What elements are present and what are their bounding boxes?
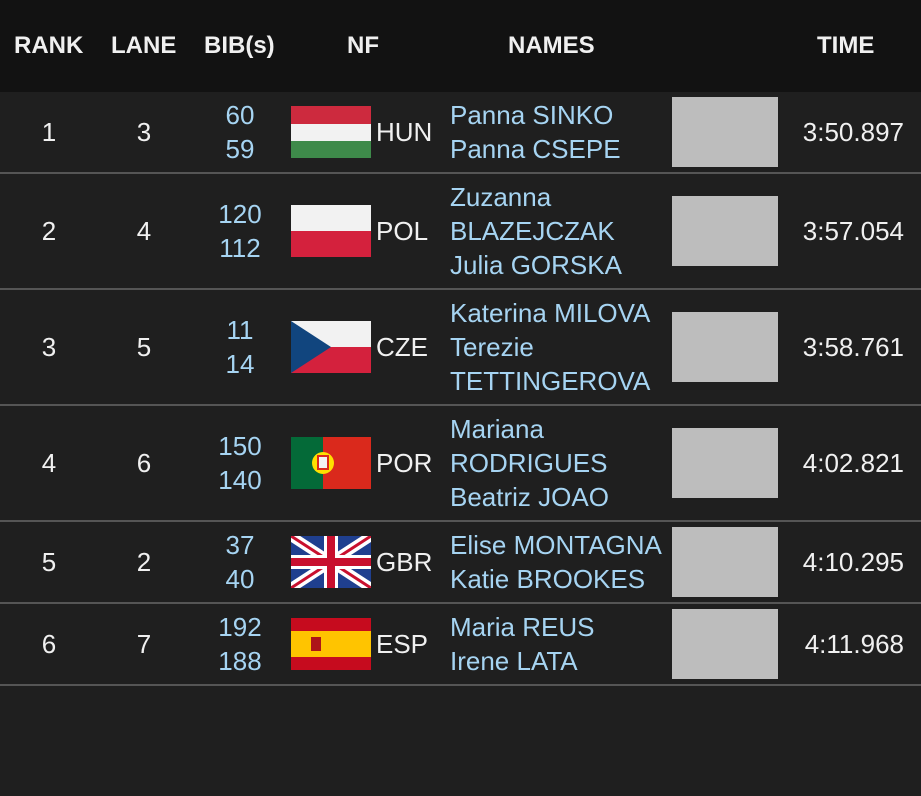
athlete-name: Irene LATA — [450, 646, 578, 676]
lane: 2 — [136, 546, 152, 577]
names: Katerina MILOVA Terezie TETTINGEROVA — [450, 296, 662, 398]
bib: 37 — [225, 530, 255, 560]
time: 4:11.968 — [804, 628, 904, 659]
nation: HUN — [376, 116, 433, 147]
time: 4:10.295 — [802, 546, 904, 577]
athlete-name: Beatriz JOAO — [450, 482, 609, 512]
photo-cell — [672, 522, 778, 602]
names: Mariana RODRIGUES Beatriz JOAO — [450, 412, 662, 514]
flag — [291, 618, 371, 670]
bib: 150 — [218, 431, 262, 461]
names: Maria REUS Irene LATA — [450, 610, 662, 678]
athlete-name: Panna SINKO — [450, 100, 614, 130]
rank: 5 — [41, 546, 57, 577]
flag-cell — [291, 522, 371, 602]
flag — [291, 321, 371, 373]
lane: 6 — [136, 447, 152, 478]
flag — [291, 437, 371, 489]
results-table: 1 3 60 59 HUN Panna SINKO Panna CSEPE 3:50.897 2… — [0, 92, 921, 686]
time: 3:50.897 — [802, 116, 904, 147]
bib: 11 — [226, 315, 254, 345]
photo-placeholder — [672, 196, 778, 266]
athlete-name: Terezie TETTINGEROVA — [450, 332, 651, 396]
rank: 1 — [41, 116, 57, 147]
flag-cell — [291, 290, 371, 404]
time: 3:58.761 — [802, 331, 904, 362]
athlete-name: Julia GORSKA — [450, 250, 622, 280]
bib: 59 — [225, 134, 255, 164]
rank: 2 — [41, 215, 57, 246]
photo-placeholder — [672, 97, 778, 167]
athlete-name: Katerina MILOVA — [450, 298, 651, 328]
athlete-name: Elise MONTAGNA — [450, 530, 662, 560]
rank: 3 — [41, 331, 57, 362]
bib: 140 — [218, 465, 262, 495]
photo-placeholder — [672, 312, 778, 382]
rank: 6 — [41, 628, 57, 659]
photo-placeholder — [672, 527, 778, 597]
photo-cell — [672, 604, 778, 684]
header-lane: LANE — [111, 32, 177, 59]
flag-cell — [291, 92, 371, 172]
result-row: 6 7 192 188 ESP Maria REUS Irene LATA 4:11.968 — [0, 604, 921, 686]
flag — [291, 536, 371, 588]
result-row: 5 2 37 40 GBR Elise MONTAGNA Katie BROOKES 4:10… — [0, 522, 921, 604]
result-row: 1 3 60 59 HUN Panna SINKO Panna CSEPE 3:50.897 — [0, 92, 921, 174]
lane: 4 — [136, 215, 152, 246]
header-row: RANK LANE BIB(s) NF NAMES TIME — [0, 0, 921, 92]
athlete-name: Zuzanna BLAZEJCZAK — [450, 182, 615, 246]
photo-cell — [672, 406, 778, 520]
flag — [291, 205, 371, 257]
photo-placeholder — [672, 609, 778, 679]
header-time: TIME — [817, 32, 875, 59]
photo-placeholder — [672, 428, 778, 498]
header-nf: NF — [347, 32, 379, 59]
lane: 3 — [136, 116, 152, 147]
lane: 5 — [136, 331, 152, 362]
bibs: 192 188 — [190, 604, 290, 684]
flag — [291, 106, 371, 158]
bib: 40 — [225, 564, 255, 594]
photo-cell — [672, 174, 778, 288]
bib: 188 — [218, 646, 262, 676]
bibs: 11 14 — [190, 290, 290, 404]
bibs: 150 140 — [190, 406, 290, 520]
nation: POL — [376, 215, 429, 246]
header-names: NAMES — [508, 32, 595, 59]
result-row: 2 4 120 112 POL Zuzanna BLAZEJCZAK Julia GORSK… — [0, 174, 921, 290]
result-row: 4 6 150 140 POR Mariana RODRIGUES Beatriz JOAO… — [0, 406, 921, 522]
bib: 60 — [225, 100, 255, 130]
bib: 112 — [219, 233, 261, 263]
flag-cell — [291, 604, 371, 684]
bib: 14 — [225, 349, 255, 379]
names: Elise MONTAGNA Katie BROOKES — [450, 528, 662, 596]
header-rank: RANK — [14, 32, 84, 59]
photo-cell — [672, 92, 778, 172]
bibs: 120 112 — [190, 174, 290, 288]
result-row: 3 5 11 14 CZE Katerina MILOVA Terezie TETTINGE… — [0, 290, 921, 406]
flag-cell — [291, 406, 371, 520]
athlete-name: Maria REUS — [450, 612, 595, 642]
bibs: 60 59 — [190, 92, 290, 172]
lane: 7 — [136, 628, 152, 659]
nation: ESP — [376, 628, 429, 659]
flag-cell — [291, 174, 371, 288]
nation: POR — [376, 447, 433, 478]
photo-cell — [672, 290, 778, 404]
bibs: 37 40 — [190, 522, 290, 602]
athlete-name: Katie BROOKES — [450, 564, 646, 594]
athlete-name: Mariana RODRIGUES — [450, 414, 608, 478]
rank: 4 — [41, 447, 57, 478]
names: Zuzanna BLAZEJCZAK Julia GORSKA — [450, 180, 662, 282]
nation: GBR — [376, 546, 433, 577]
bib: 120 — [218, 199, 262, 229]
names: Panna SINKO Panna CSEPE — [450, 98, 662, 166]
header-bibs: BIB(s) — [204, 32, 275, 59]
nation: CZE — [376, 331, 428, 362]
bib: 192 — [218, 612, 262, 642]
time: 3:57.054 — [802, 215, 904, 246]
time: 4:02.821 — [802, 447, 904, 478]
athlete-name: Panna CSEPE — [450, 134, 621, 164]
